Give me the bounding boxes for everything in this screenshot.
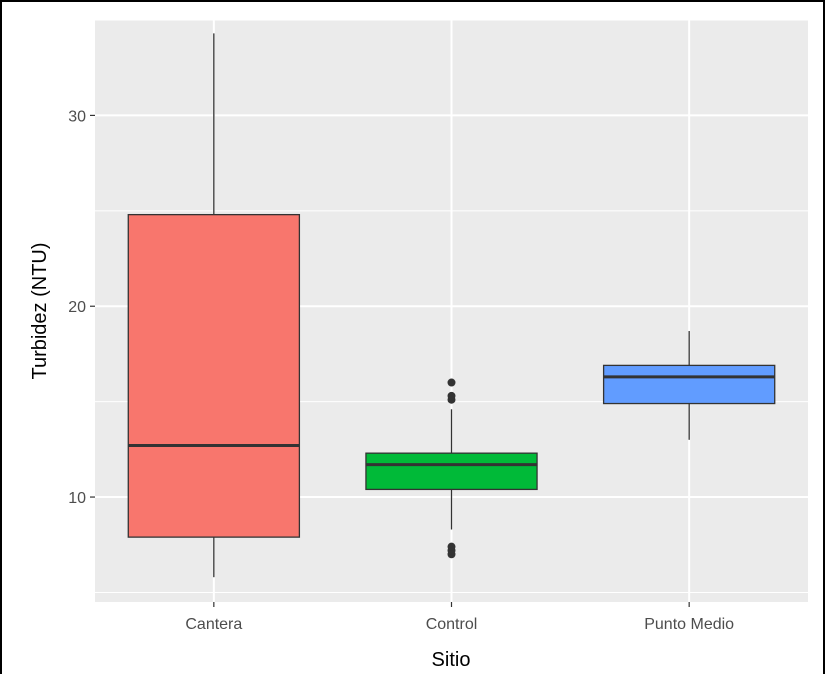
y-axis-title: Turbidez (NTU) xyxy=(29,242,51,379)
box-body xyxy=(602,364,776,405)
box-cantera xyxy=(127,33,301,578)
x-tick-label: Cantera xyxy=(185,616,242,633)
x-tick-label: Control xyxy=(426,616,478,633)
outlier-point xyxy=(447,391,456,400)
y-axis: 10 20 30 xyxy=(68,108,95,507)
box-punto-medio xyxy=(602,331,776,440)
y-tick-label: 30 xyxy=(68,108,86,125)
outlier-point xyxy=(447,542,456,551)
x-axis-title: Sitio xyxy=(432,649,471,671)
outlier-point xyxy=(447,378,456,387)
y-tick-label: 20 xyxy=(68,299,86,316)
box-body xyxy=(365,452,538,491)
box-body xyxy=(127,213,301,538)
box-control xyxy=(365,378,538,559)
y-tick-label: 10 xyxy=(68,490,86,507)
x-tick-label: Punto Medio xyxy=(644,616,734,633)
boxes-layer xyxy=(127,33,776,578)
x-axis: Cantera Control Punto Medio xyxy=(185,602,734,633)
